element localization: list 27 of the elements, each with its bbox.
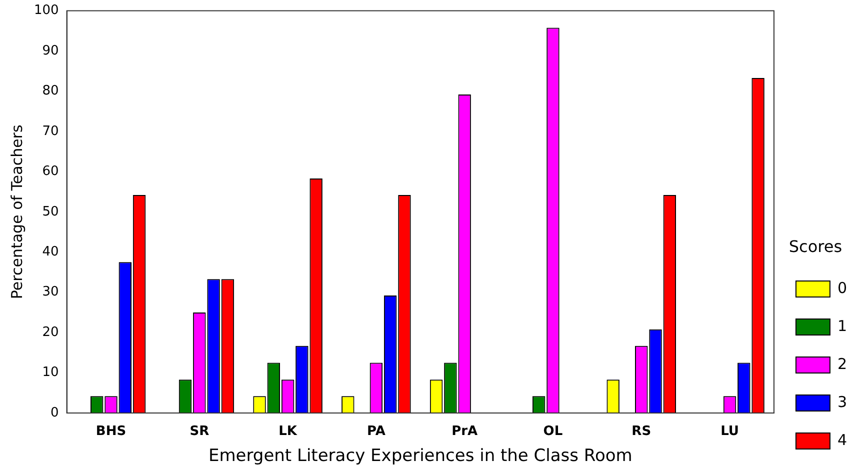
- x-tick-label: PA: [366, 424, 386, 440]
- legend-label: 0: [837, 278, 848, 297]
- legend-label: 3: [837, 392, 848, 411]
- y-tick-label: 10: [42, 365, 59, 380]
- legend-label: 4: [837, 430, 848, 449]
- y-tick-label: 0: [50, 405, 59, 420]
- x-tick-label: RS: [632, 424, 652, 440]
- legend-title: Scores: [788, 236, 842, 256]
- x-tick-label: OL: [543, 424, 563, 440]
- x-tick-label: PrA: [452, 424, 478, 440]
- x-tick-label: SR: [190, 424, 210, 440]
- x-axis-title: Emergent Literacy Experiences in the Class Room: [208, 446, 632, 466]
- y-tick-label: 30: [42, 284, 59, 300]
- y-tick-label: 20: [42, 324, 59, 340]
- y-tick-label: 100: [34, 3, 59, 18]
- y-tick-label: 50: [42, 204, 59, 220]
- y-tick-label: 40: [42, 244, 59, 260]
- y-tick-label: 60: [42, 164, 59, 180]
- legend-label: 2: [837, 354, 848, 373]
- y-axis-title: Percentage of Teachers: [8, 124, 26, 300]
- x-tick-label: LK: [278, 424, 298, 440]
- y-tick-label: 80: [42, 84, 59, 99]
- legend-label: 1: [837, 316, 848, 335]
- y-tick-label: 90: [42, 43, 59, 58]
- y-tick-label: 70: [42, 124, 59, 139]
- x-tick-label: BHS: [96, 424, 126, 440]
- x-tick-label: LU: [720, 424, 739, 440]
